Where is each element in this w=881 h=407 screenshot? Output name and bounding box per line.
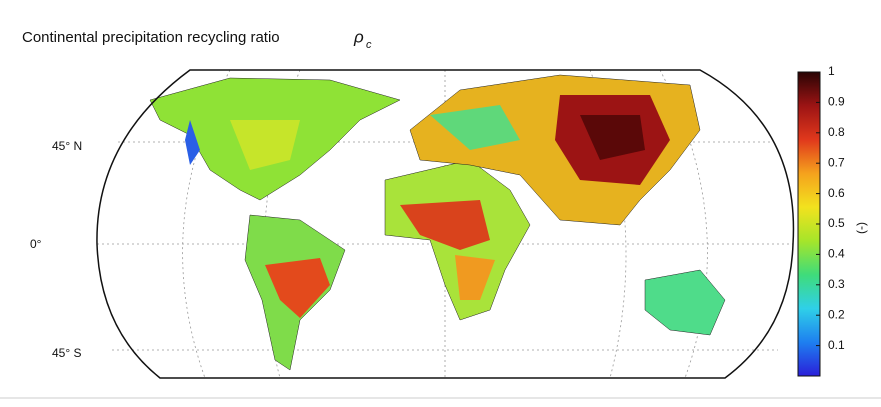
title-subscript: c	[366, 39, 372, 51]
map	[96, 69, 795, 379]
colorbar-tick-label: 1	[828, 64, 835, 78]
lat-label: 45° S	[52, 346, 81, 360]
title: Continental precipitation recycling rati…	[22, 29, 280, 46]
colorbar-tick-label: 0.2	[828, 307, 845, 321]
colorbar-tick-label: 0.4	[828, 247, 845, 261]
colorbar-label: (-)	[856, 222, 870, 234]
colorbar-tick-label: 0.5	[828, 216, 845, 230]
colorbar-tick-label: 0.1	[828, 338, 845, 352]
colorbar-tick-label: 0.6	[828, 186, 845, 200]
colorbar-tick-label: 0.7	[828, 155, 845, 169]
colorbar-tick-label: 0.8	[828, 125, 845, 139]
lat-label: 45° N	[52, 139, 82, 153]
lat-label: 0°	[30, 237, 42, 251]
colorbar-tick-label: 0.9	[828, 95, 845, 109]
map-frame	[96, 69, 795, 379]
colorbar-tick-label: 0.3	[828, 277, 845, 291]
title-symbol: ρ	[353, 27, 364, 46]
